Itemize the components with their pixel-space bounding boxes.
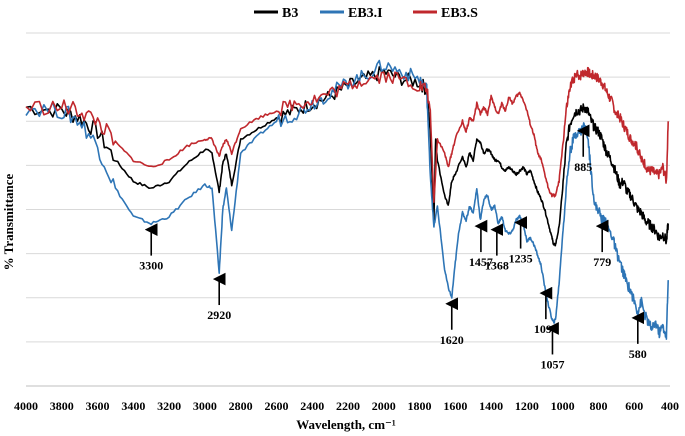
- x-axis-title: Wavelength, cm⁻¹: [296, 417, 396, 432]
- annotation-label: 885: [574, 160, 592, 174]
- series-line-b3: [25, 66, 669, 247]
- legend: B3 EB3.I EB3.S: [254, 6, 478, 21]
- series-line-eb3-s: [25, 66, 669, 203]
- annotation-label: 1094: [534, 322, 558, 336]
- x-tick-label: 2600: [264, 399, 288, 413]
- x-tick-label: 1600: [443, 399, 467, 413]
- series-lines: [25, 59, 669, 340]
- x-tick-label: 600: [625, 399, 643, 413]
- x-tick-label: 1200: [515, 399, 539, 413]
- legend-label: EB3.S: [441, 6, 478, 21]
- x-tick-label: 1800: [408, 399, 432, 413]
- x-tick-label: 3200: [157, 399, 181, 413]
- x-tick-label: 2800: [229, 399, 253, 413]
- x-tick-label: 3000: [193, 399, 217, 413]
- x-tick-label: 3800: [50, 399, 74, 413]
- annotation-label: 1057: [540, 357, 564, 371]
- annotation-label: 1457: [469, 255, 493, 269]
- x-tick-label: 2400: [300, 399, 324, 413]
- y-axis-title: % Transmittance: [1, 173, 16, 270]
- annotation-label: 1368: [485, 259, 509, 273]
- x-tick-label: 2200: [336, 399, 360, 413]
- annotation-label: 2920: [207, 308, 231, 322]
- grid-lines: [26, 32, 670, 343]
- axes: 4000 3800 3600 3400 3200 3000 2800 2600 2400 2200…: [14, 385, 679, 413]
- annotation-label: 580: [629, 347, 647, 361]
- x-tick-label: 800: [589, 399, 607, 413]
- x-tick-label: 3600: [86, 399, 110, 413]
- annotation-label: 1235: [509, 252, 533, 266]
- annotation-label: 779: [593, 255, 611, 269]
- legend-label: EB3.I: [348, 6, 383, 21]
- annotation-label: 3300: [139, 259, 163, 273]
- legend-label: B3: [282, 6, 298, 21]
- x-tick-label: 1400: [479, 399, 503, 413]
- x-tick-label: 4000: [14, 399, 38, 413]
- x-tick-label: 400: [661, 399, 679, 413]
- x-tick-label: 3400: [121, 399, 145, 413]
- x-tick-label: 2000: [372, 399, 396, 413]
- series-line-eb3-i: [25, 59, 669, 340]
- annotation-label: 1620: [440, 333, 464, 347]
- x-tick-label: 1000: [551, 399, 575, 413]
